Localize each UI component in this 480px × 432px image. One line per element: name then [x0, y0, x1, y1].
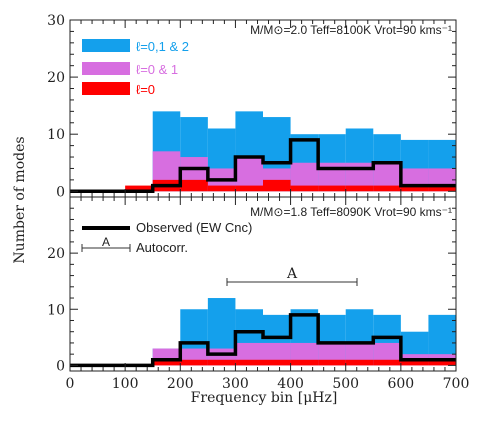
bar-bottom-l01-8 [290, 342, 319, 366]
y-tick-label: 0 [56, 184, 65, 200]
y-tick-label: 10 [47, 302, 65, 318]
y-tick-label: 20 [47, 70, 65, 86]
y-tick-label: 10 [47, 127, 65, 143]
legend-label-l0: ℓ=0 [136, 82, 155, 97]
legend-label-l012: ℓ=0,1 & 2 [136, 39, 189, 54]
bar-top-l0-8 [290, 185, 319, 192]
y-tick-label: 20 [47, 246, 65, 262]
bar-bottom-l0-5 [207, 359, 236, 366]
y-axis-label: Number of modes [12, 136, 28, 263]
bar-top-l0-10 [345, 185, 374, 192]
bar-bottom-l0-6 [235, 359, 263, 366]
bar-bottom-l0-9 [318, 359, 346, 366]
x-tick-label: 600 [387, 376, 414, 392]
bar-top-l0-5 [207, 185, 236, 192]
bar-bottom-l0-10 [345, 359, 374, 366]
bar-top-l0-2 [125, 185, 153, 192]
x-tick-label: 700 [443, 376, 470, 392]
autocorr-bracket-label: A [286, 266, 298, 282]
svg-text:A: A [102, 235, 110, 249]
x-tick-label: 100 [112, 376, 139, 392]
panel-frame-bottom [69, 196, 457, 372]
bar-bottom-l0-13 [428, 359, 456, 366]
bottom-panel: 0 10 20 [47, 196, 457, 374]
bar-top-l0-7 [263, 179, 291, 192]
x-axis-label: Frequency bin [μHz] [191, 390, 338, 406]
autocorr-bracket: A [226, 266, 358, 286]
legend-swatch-l012 [82, 39, 130, 52]
legend-swatch-autocorr: A [81, 235, 131, 252]
bar-bottom-l01-6 [235, 342, 263, 366]
bar-top-l0-11 [373, 185, 401, 192]
bar-top-l0-4 [180, 179, 208, 192]
bar-bottom-l01-9 [318, 342, 346, 366]
bar-bottom-l01-10 [345, 342, 374, 366]
y-tick-label: 30 [47, 13, 65, 29]
bar-top-l0-9 [318, 185, 346, 192]
observed-step-line-top [70, 138, 456, 194]
x-tick-label: 0 [66, 376, 75, 392]
legend-label-autocorr: Autocorr. [136, 240, 188, 255]
x-tick-label: 300 [222, 376, 249, 392]
top-panel: 0 10 20 30 [47, 13, 457, 200]
bar-bottom-l0-11 [373, 359, 401, 366]
x-tick-label: 400 [277, 376, 304, 392]
bar-bottom-l01-7 [263, 342, 291, 366]
x-axis-ticks: 0 100 200 300 400 500 600 700 [66, 20, 470, 392]
bar-bottom-l0-7 [263, 359, 291, 366]
bar-top-l0-6 [235, 185, 263, 192]
x-tick-label: 200 [167, 376, 194, 392]
x-tick-label: 500 [332, 376, 359, 392]
top-panel-header: M/M⊙=2.0 Teff=8100K Vrot=90 kms⁻¹ [250, 23, 452, 37]
bar-bottom-l0-4 [180, 359, 208, 366]
bar-bottom-l0-8 [290, 359, 319, 366]
bar-top-l0-13 [428, 185, 456, 192]
bar-top-l0-12 [400, 185, 429, 192]
observed-step-line-bottom [70, 313, 456, 368]
bottom-panel-header: M/M⊙=1.8 Teff=8090K Vrot=90 kms⁻¹ [250, 205, 452, 219]
y-tick-label: 0 [56, 358, 65, 374]
legend-label-observed: Observed (EW Cnc) [136, 220, 252, 235]
bar-bottom-l0-3 [152, 359, 181, 366]
legend-swatch-l0 [82, 82, 130, 95]
bar-bottom-l01-11 [373, 342, 401, 366]
legend-label-l01: ℓ=0 & 1 [136, 62, 178, 77]
legend-swatch-l01 [82, 62, 130, 75]
bar-bottom-l0-12 [400, 359, 429, 366]
